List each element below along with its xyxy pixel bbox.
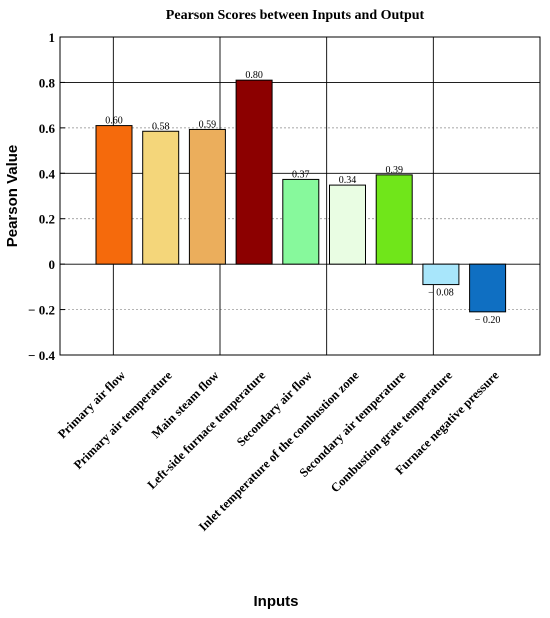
y-tick-label: 1: [49, 30, 56, 45]
y-tick-label: − 0.2: [28, 303, 55, 318]
y-tick-label: 0.6: [39, 121, 56, 136]
value-label: − 0.08: [428, 288, 454, 299]
value-labels: 0.60 0.58 0.59 0.80 0.37 0.34 0.39 − 0.08 − 0.20: [105, 70, 500, 326]
value-label: − 0.20: [475, 315, 501, 326]
x-axis-label: Inputs: [254, 593, 299, 610]
value-label: 0.39: [385, 165, 403, 176]
bar: [188, 128, 226, 265]
bar: [375, 174, 413, 265]
y-axis-label: Pearson Value: [4, 145, 21, 248]
value-label: 0.59: [199, 119, 217, 130]
bar-layer: [95, 79, 507, 313]
value-label: 0.34: [339, 175, 357, 186]
bar: [469, 263, 507, 313]
chart-title: Pearson Scores between Inputs and Output: [166, 8, 425, 23]
y-tick-label: 0.8: [39, 75, 56, 90]
bar: [282, 178, 320, 265]
bar: [422, 263, 460, 286]
y-tick-label: 0.4: [39, 166, 56, 181]
bar: [95, 125, 133, 265]
x-tick-label: Inlet temperature of the combustion zone: [196, 368, 362, 534]
bar: [235, 79, 273, 265]
value-label: 0.37: [292, 169, 310, 180]
plot-frame: [59, 36, 541, 356]
value-label: 0.58: [152, 121, 170, 132]
y-tick-label: 0: [49, 257, 56, 272]
y-tick-labels: − 0.4 − 0.2 0 0.2 0.4 0.6 0.8 1: [28, 30, 55, 363]
bar: [142, 130, 180, 265]
bar: [329, 184, 366, 265]
y-tick-label: − 0.4: [28, 348, 55, 363]
value-label: 0.60: [105, 116, 123, 127]
y-tick-label: 0.2: [39, 212, 55, 227]
value-label: 0.80: [245, 70, 263, 81]
